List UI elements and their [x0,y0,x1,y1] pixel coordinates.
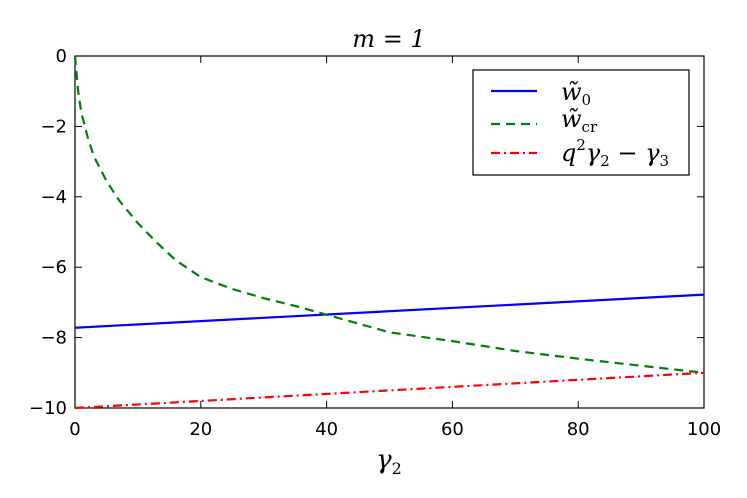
x-axis-label: γ2 [376,445,402,478]
series-line-1 [73,55,705,374]
y-tick-label: 0 [56,46,67,67]
x-tick-label: 80 [567,419,590,440]
y-tick-label: −8 [40,328,67,349]
x-tick-label: 20 [189,419,212,440]
x-tick-label: 0 [69,419,80,440]
legend-box [472,69,690,176]
series-layer [73,55,705,410]
x-tick-label: 40 [315,419,338,440]
series-line-0 [74,293,705,329]
legend: w̃0 w̃cr q2γ2 − γ3 [472,69,690,176]
x-tick-label: 100 [687,419,721,440]
x-tick-label: 60 [441,419,464,440]
tick-labels: 0 20 40 60 80 100 0 −2 −4 −6 −8 −10 [29,46,721,440]
legend-label-q2g2-g3: q2γ2 − γ3 [561,136,669,170]
chart-title: m = 1 [352,25,425,53]
y-tick-label: −2 [40,116,67,137]
y-tick-label: −10 [29,398,67,419]
y-tick-label: −6 [40,257,67,278]
ticks [74,55,705,409]
y-tick-label: −4 [40,187,67,208]
